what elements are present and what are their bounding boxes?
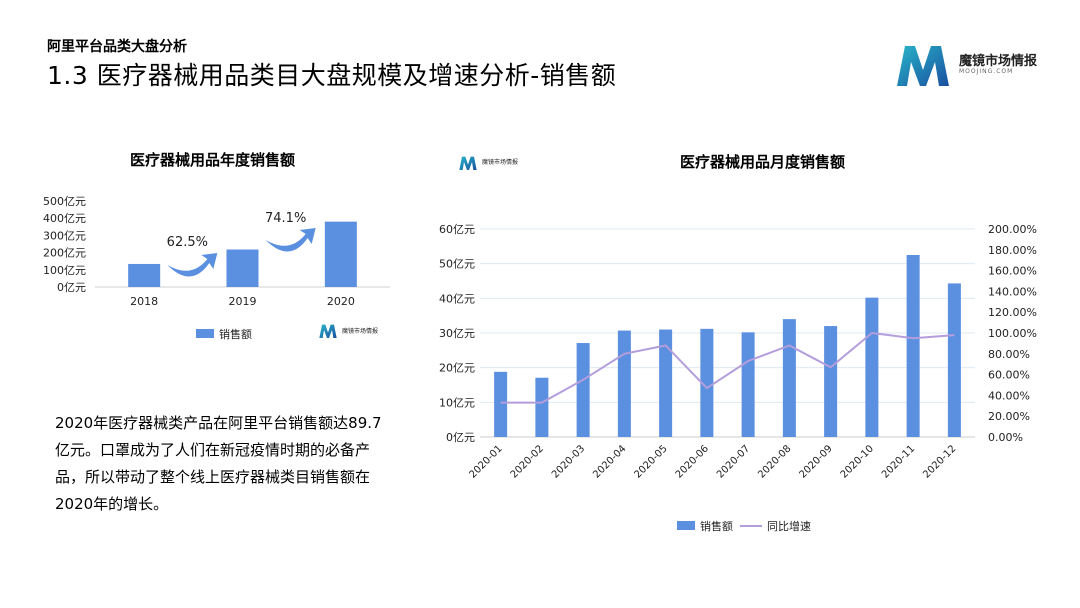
bar-2020-09 bbox=[824, 326, 838, 437]
monthly-chart-title: 医疗器械用品月度销售额 bbox=[680, 153, 846, 171]
x-tick-label: 2020-06 bbox=[674, 443, 711, 480]
watermark-brand-name: 魔镜市场情报 bbox=[342, 328, 379, 335]
bar-2020-12 bbox=[947, 283, 961, 437]
m-logo-icon bbox=[897, 46, 949, 86]
x-tick-label: 2020-02 bbox=[509, 443, 546, 480]
y-tick-label-left: 50亿元 bbox=[439, 258, 475, 271]
legend-swatch-sales bbox=[677, 521, 695, 530]
x-tick-label: 2020-03 bbox=[550, 443, 587, 480]
growth-label: 74.1% bbox=[265, 211, 306, 226]
y-tick-label-left: 40亿元 bbox=[439, 292, 475, 305]
y-tick-label-right: 60.00% bbox=[988, 369, 1030, 382]
x-tick-label: 2020-01 bbox=[467, 443, 504, 480]
chart-watermark-logo: 魔镜市场情报 bbox=[458, 154, 528, 174]
m-logo-icon bbox=[319, 324, 337, 338]
y-tick-label-left: 60亿元 bbox=[439, 223, 475, 236]
y-tick-label-right: 120.00% bbox=[988, 306, 1037, 319]
growth-rate-line bbox=[500, 331, 955, 404]
x-tick-label: 2020 bbox=[327, 295, 355, 308]
y-tick-label-left: 0亿元 bbox=[446, 431, 475, 444]
growth-arrow-icon bbox=[265, 228, 316, 252]
bar-2019 bbox=[226, 249, 259, 287]
bar-2020-04 bbox=[617, 330, 631, 437]
bar-2020-06 bbox=[700, 328, 714, 437]
x-tick-label: 2020-11 bbox=[880, 443, 917, 480]
x-tick-label: 2019 bbox=[229, 295, 257, 308]
brand-logo: 魔镜市场情报 MOOJING.COM bbox=[893, 40, 1063, 90]
monthly-sales-chart: 0亿元 10亿元 20亿元 30亿元 40亿元 50亿元 60亿元 0.00% 20.00% 40… bbox=[439, 223, 1037, 533]
x-tick-label: 2020-09 bbox=[797, 443, 834, 480]
watermark-brand-name: 魔镜市场情报 bbox=[482, 159, 519, 166]
header-kicker: 阿里平台品类大盘分析 bbox=[47, 39, 187, 55]
growth-arrow-icon bbox=[167, 253, 218, 277]
x-tick-label: 2020-12 bbox=[921, 443, 958, 480]
bar-2020-01 bbox=[494, 371, 508, 437]
y-tick-label: 200亿元 bbox=[43, 247, 86, 260]
bar-2020-10 bbox=[865, 297, 879, 437]
x-tick-label: 2020-08 bbox=[756, 443, 793, 480]
legend-label-sales: 销售额 bbox=[700, 519, 733, 533]
x-tick-label: 2020-04 bbox=[591, 443, 628, 480]
bar-2020-08 bbox=[782, 319, 796, 437]
bar-2018 bbox=[128, 263, 161, 287]
bar-2020 bbox=[324, 221, 357, 287]
y-tick-label-right: 200.00% bbox=[988, 223, 1037, 236]
bar-2020-07 bbox=[741, 332, 755, 437]
y-tick-label-right: 0.00% bbox=[988, 431, 1023, 444]
bar-2020-02 bbox=[535, 377, 549, 437]
annual-chart-title: 医疗器械用品年度销售额 bbox=[130, 151, 296, 169]
y-tick-label: 400亿元 bbox=[43, 212, 86, 225]
y-tick-label-right: 40.00% bbox=[988, 389, 1030, 402]
page-title: 1.3 医疗器械用品类目大盘规模及增速分析-销售额 bbox=[47, 61, 617, 90]
m-logo-icon bbox=[459, 156, 477, 170]
y-tick-label-left: 10亿元 bbox=[439, 396, 475, 409]
y-tick-label-right: 20.00% bbox=[988, 410, 1030, 423]
x-tick-label: 2018 bbox=[130, 295, 158, 308]
x-tick-label: 2020-10 bbox=[839, 443, 876, 480]
bar-2020-03 bbox=[576, 343, 590, 437]
y-tick-label: 300亿元 bbox=[43, 229, 86, 242]
growth-label: 62.5% bbox=[167, 235, 208, 250]
y-tick-label-right: 160.00% bbox=[988, 265, 1037, 278]
y-tick-label-right: 80.00% bbox=[988, 348, 1030, 361]
brand-name: 魔镜市场情报 bbox=[959, 54, 1038, 69]
legend-label-growth: 同比增速 bbox=[767, 519, 811, 533]
y-tick-label-left: 30亿元 bbox=[439, 327, 475, 340]
y-tick-label: 100亿元 bbox=[43, 264, 86, 277]
bar-2020-11 bbox=[906, 255, 920, 437]
y-tick-label: 0亿元 bbox=[57, 281, 86, 294]
legend-swatch bbox=[196, 329, 214, 338]
annual-sales-chart: 0亿元 100亿元 200亿元 300亿元 400亿元 500亿元 2018 2019 2020… bbox=[43, 195, 390, 341]
chart-watermark-logo: 魔镜市场情报 bbox=[318, 322, 398, 342]
y-tick-label-left: 20亿元 bbox=[439, 362, 475, 375]
y-tick-label-right: 180.00% bbox=[988, 244, 1037, 257]
y-tick-label-right: 140.00% bbox=[988, 285, 1037, 298]
y-tick-label: 500亿元 bbox=[43, 195, 86, 208]
brand-domain: MOOJING.COM bbox=[959, 68, 1014, 75]
legend-label: 销售额 bbox=[219, 327, 252, 341]
x-tick-label: 2020-05 bbox=[632, 443, 669, 480]
description-text: 2020年医疗器械类产品在阿里平台销售额达89.7亿元。口罩成为了人们在新冠疫情… bbox=[55, 414, 382, 513]
bar-2020-05 bbox=[659, 329, 673, 437]
y-tick-label-right: 100.00% bbox=[988, 327, 1037, 340]
x-tick-label: 2020-07 bbox=[715, 443, 752, 480]
